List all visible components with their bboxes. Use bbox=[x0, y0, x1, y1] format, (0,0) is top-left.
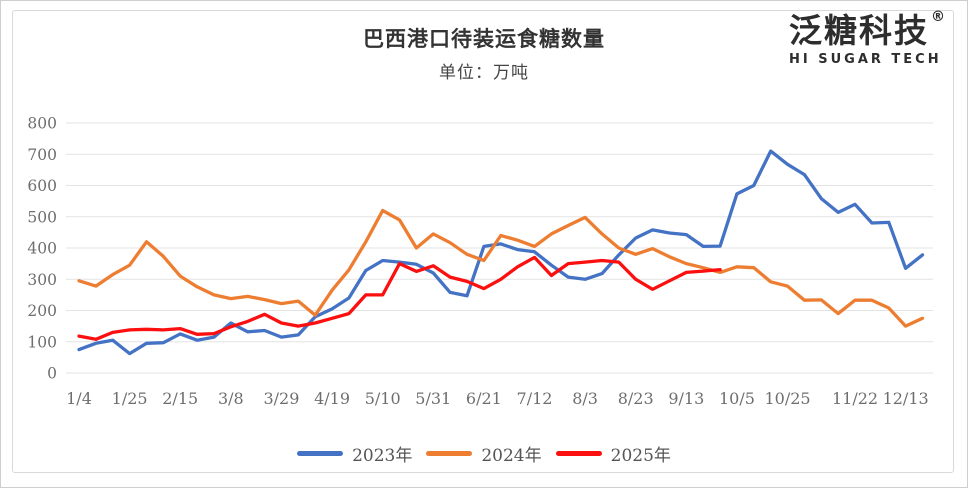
legend-item-2025年: 2025年 bbox=[555, 441, 671, 466]
brand-logo: 泛糖科技 ® HI SUGAR TECH bbox=[789, 9, 945, 68]
legend-line-swatch bbox=[297, 451, 344, 456]
x-tick-label: 8/3 bbox=[572, 389, 598, 408]
series-line-2024年 bbox=[77, 208, 925, 328]
x-tick-label: 3/29 bbox=[263, 389, 299, 408]
brand-logo-name: 泛糖科技 bbox=[789, 11, 929, 50]
series-line-2023年 bbox=[77, 149, 925, 356]
x-tick-label: 5/10 bbox=[365, 389, 401, 408]
y-tick-label: 600 bbox=[27, 177, 57, 195]
line-chart-plot-area: 0 100 200 300 400 500 600 700 800 1/4 1/25 2/15 3/8 3… bbox=[27, 115, 933, 408]
x-tick-label: 2/15 bbox=[162, 389, 198, 408]
y-tick-label: 800 bbox=[27, 115, 57, 133]
x-tick-label: 3/8 bbox=[218, 389, 244, 408]
chart-title: 巴西港口待装运食糖数量 bbox=[363, 26, 605, 51]
x-tick-label: 11/22 bbox=[832, 389, 878, 408]
legend-label: 2023年 bbox=[352, 446, 413, 466]
y-tick-label: 300 bbox=[27, 271, 57, 289]
legend-item-2023年: 2023年 bbox=[297, 441, 412, 466]
y-tick-label: 100 bbox=[27, 333, 57, 351]
legend-line-swatch bbox=[555, 451, 602, 456]
x-tick-label: 6/21 bbox=[466, 389, 502, 408]
legend-item-2024年: 2024年 bbox=[426, 441, 542, 466]
legend-label: 2024年 bbox=[481, 446, 542, 466]
x-tick-label: 7/12 bbox=[517, 389, 553, 408]
x-tick-label: 1/4 bbox=[66, 389, 92, 408]
chart-unit-subtitle: 单位：万吨 bbox=[439, 63, 529, 83]
y-tick-label: 500 bbox=[27, 208, 57, 226]
x-tick-label: 1/25 bbox=[112, 389, 148, 408]
x-tick-label: 4/19 bbox=[314, 389, 350, 408]
registered-trademark-icon: ® bbox=[931, 9, 945, 25]
x-tick-label: 10/5 bbox=[719, 389, 755, 408]
x-tick-label: 10/25 bbox=[764, 389, 810, 408]
y-tick-label: 200 bbox=[27, 302, 57, 320]
legend-line-swatch bbox=[426, 451, 473, 456]
y-tick-label: 400 bbox=[27, 240, 57, 258]
series-line-2025年 bbox=[77, 255, 722, 341]
x-tick-label: 8/23 bbox=[618, 389, 654, 408]
brand-logo-tagline: HI SUGAR TECH bbox=[789, 52, 942, 68]
legend-label: 2025年 bbox=[610, 446, 671, 466]
x-tick-label: 9/13 bbox=[668, 389, 704, 408]
x-tick-label: 12/13 bbox=[883, 389, 929, 408]
chart-legend: 2023年 2024年 2025年 bbox=[1, 441, 967, 466]
x-tick-label: 5/31 bbox=[415, 389, 451, 408]
y-tick-label: 700 bbox=[27, 146, 57, 164]
y-tick-label: 0 bbox=[47, 365, 57, 383]
